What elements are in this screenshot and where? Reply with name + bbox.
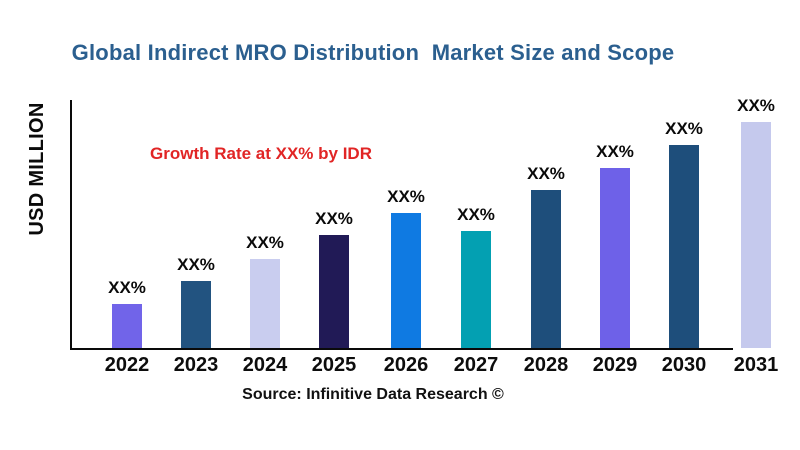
- bar-value-label-2028: XX%: [527, 164, 565, 183]
- bar-2027: [461, 231, 491, 348]
- y-axis-line: [70, 100, 72, 350]
- bar-value-label-2031: XX%: [737, 96, 775, 115]
- growth-rate-annotation: Growth Rate at XX% by IDR: [150, 144, 372, 163]
- bar-value-label-2030: XX%: [665, 119, 703, 138]
- x-axis-line: [70, 348, 733, 350]
- bar-2022: [112, 304, 142, 348]
- y-axis-label: USD MILLION: [26, 102, 48, 236]
- bar-2025: [319, 235, 349, 348]
- bar-value-label-2023: XX%: [177, 255, 215, 274]
- x-tick-2023: 2023: [173, 354, 219, 376]
- bar-value-label-2026: XX%: [387, 187, 425, 206]
- x-tick-2030: 2030: [661, 354, 707, 376]
- bar-2023: [181, 281, 211, 348]
- bar-value-label-2029: XX%: [596, 142, 634, 161]
- x-tick-2026: 2026: [383, 354, 429, 376]
- x-tick-2022: 2022: [104, 354, 150, 376]
- bar-value-label-2027: XX%: [457, 205, 495, 224]
- x-tick-2027: 2027: [453, 354, 499, 376]
- bar-value-label-2024: XX%: [246, 233, 284, 252]
- x-tick-2031: 2031: [733, 354, 779, 376]
- bar-2028: [531, 190, 561, 348]
- x-tick-2029: 2029: [592, 354, 638, 376]
- bar-2024: [250, 259, 280, 348]
- x-tick-2025: 2025: [311, 354, 357, 376]
- bar-2026: [391, 213, 421, 348]
- chart-title: Global Indirect MRO Distribution Market …: [71, 40, 675, 65]
- source-attribution: Source: Infinitive Data Research ©: [242, 386, 504, 403]
- bar-2031: [741, 122, 771, 348]
- bar-value-label-2022: XX%: [108, 278, 146, 297]
- bar-value-label-2025: XX%: [315, 209, 353, 228]
- bar-2029: [600, 168, 630, 348]
- bar-2030: [669, 145, 699, 348]
- x-tick-2028: 2028: [523, 354, 569, 376]
- x-tick-2024: 2024: [242, 354, 288, 376]
